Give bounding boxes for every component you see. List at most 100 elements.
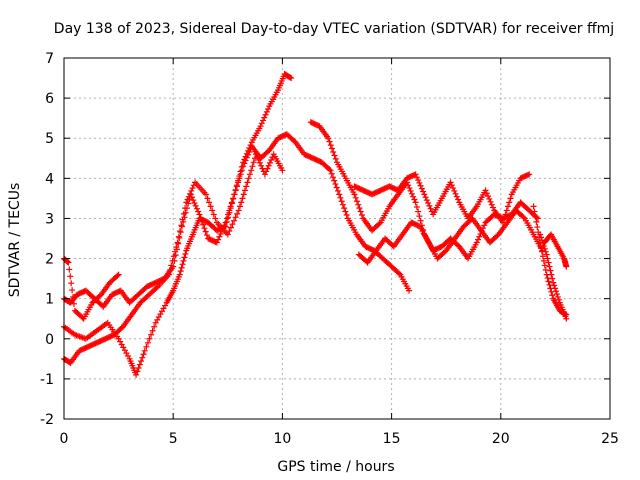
data-point-arc-1 xyxy=(139,354,146,361)
data-point-arc-5 xyxy=(476,233,483,240)
data-point-arc-3 xyxy=(191,199,198,206)
data-point-arc-9 xyxy=(547,267,554,274)
data-point-arc-6 xyxy=(412,171,419,178)
data-point-arc-3 xyxy=(257,123,264,130)
data-point-arc-6 xyxy=(423,197,430,204)
data-point-arc-2 xyxy=(256,159,263,166)
data-point-arc-6 xyxy=(451,187,458,194)
data-point-arc-3 xyxy=(232,186,239,193)
data-point-arc-9 xyxy=(550,279,557,286)
data-point-arc-5 xyxy=(417,217,424,224)
data-point-arc-3 xyxy=(193,205,200,212)
data-point-arc-2 xyxy=(177,228,184,235)
axis-ticks: 0 5 10 15 20 25 -2 -1 0 1 2 3 4 5 6 7 xyxy=(40,51,619,447)
data-point-arc-8 xyxy=(531,208,538,215)
data-point-arc-3 xyxy=(233,182,240,189)
y-tick-label: -1 xyxy=(40,372,54,388)
data-point-arc-3 xyxy=(196,211,203,218)
data-point-arc-3 xyxy=(195,208,202,215)
data-point-arc-1 xyxy=(336,191,343,198)
data-point-arc-6 xyxy=(502,211,509,218)
data-point-arc-6 xyxy=(417,182,424,189)
data-point-arc-6 xyxy=(482,187,489,194)
data-point-arc-1 xyxy=(327,167,334,174)
data-point-arc-9 xyxy=(544,255,551,262)
data-point-arc-1 xyxy=(181,254,188,261)
data-point-arc-1 xyxy=(331,177,338,184)
data-point-arc-8 xyxy=(530,203,537,210)
data-point-arc-5 xyxy=(330,148,337,155)
data-point-arc-1 xyxy=(334,187,341,194)
data-point-arc-6 xyxy=(416,179,423,186)
data-point-arc-8 xyxy=(532,213,539,220)
data-point-arc-1 xyxy=(136,361,143,368)
data-point-arc-6 xyxy=(426,202,433,209)
y-tick-label: 7 xyxy=(45,51,54,67)
data-point-arc-2 xyxy=(265,162,272,169)
data-point-arc-5 xyxy=(351,191,358,198)
data-point-arc-2 xyxy=(174,239,181,246)
data-point-arc-1 xyxy=(146,335,153,342)
data-point-arc-2 xyxy=(212,215,219,222)
data-point-arc-10 xyxy=(563,263,570,270)
data-point-arc-3 xyxy=(237,168,244,175)
x-tick-label: 5 xyxy=(169,431,178,447)
data-point-arc-5 xyxy=(353,198,360,205)
data-point-arc-2 xyxy=(224,231,231,238)
y-tick-label: 1 xyxy=(45,292,54,308)
data-point-arc-3 xyxy=(261,114,268,121)
data-point-arc-3 xyxy=(170,263,177,270)
data-point-arc-6 xyxy=(448,182,455,189)
data-point-arc-9 xyxy=(553,291,560,298)
data-point-arc-9 xyxy=(542,248,549,255)
data-point-arc-3 xyxy=(235,177,242,184)
data-point-arc-7 xyxy=(520,214,527,221)
data-point-arc-6 xyxy=(507,195,514,202)
data-point-arc-3 xyxy=(197,214,204,221)
data-point-arc-8 xyxy=(540,257,547,264)
data-point-arc-3 xyxy=(172,252,179,259)
data-point-arc-8 xyxy=(538,244,545,251)
data-point-arc-1 xyxy=(326,166,333,173)
data-point-arc-3 xyxy=(200,221,207,228)
data-point-arc-1 xyxy=(144,339,151,346)
data-point-arc-3 xyxy=(226,207,233,214)
data-point-arc-3 xyxy=(227,203,234,210)
data-point-arc-6 xyxy=(504,203,511,210)
data-point-arc-3 xyxy=(262,111,269,118)
data-point-arc-1 xyxy=(180,257,187,264)
data-point-arc-5 xyxy=(473,239,480,246)
data-point-arc-9 xyxy=(563,315,570,322)
data-point-arc-2 xyxy=(189,185,196,192)
data-point-arc-2 xyxy=(243,183,250,190)
y-tick-label: -2 xyxy=(40,412,54,428)
data-point-arc-1 xyxy=(337,194,344,201)
data-point-arc-1 xyxy=(177,268,184,275)
data-point-arc-3 xyxy=(181,214,188,221)
data-point-arc-2 xyxy=(236,203,243,210)
data-point-arc-3 xyxy=(218,228,225,235)
data-point-arc-5 xyxy=(357,208,364,215)
data-point-arc-4 xyxy=(68,280,75,287)
data-point-arc-3 xyxy=(175,240,182,247)
data-point-arc-3 xyxy=(247,142,254,149)
data-point-arc-6 xyxy=(420,188,427,195)
data-point-arc-3 xyxy=(288,75,295,82)
chart-title: Day 138 of 2023, Sidereal Day-to-day VTE… xyxy=(54,21,614,37)
data-point-arc-1 xyxy=(141,347,148,354)
data-point-arc-1 xyxy=(133,371,140,378)
data-point-arc-1 xyxy=(143,343,150,350)
data-point-arc-5 xyxy=(326,138,333,145)
data-point-arc-6 xyxy=(483,190,490,197)
data-point-arc-3 xyxy=(220,225,227,232)
data-point-arc-6 xyxy=(421,191,428,198)
data-point-arc-6 xyxy=(453,193,460,200)
data-point-arc-2 xyxy=(279,167,286,174)
data-point-arc-2 xyxy=(246,171,253,178)
data-point-arc-2 xyxy=(204,195,211,202)
data-point-arc-2 xyxy=(263,168,270,175)
data-point-arc-1 xyxy=(406,287,413,294)
data-point-arc-6 xyxy=(418,185,425,192)
x-tick-label: 15 xyxy=(383,431,401,447)
